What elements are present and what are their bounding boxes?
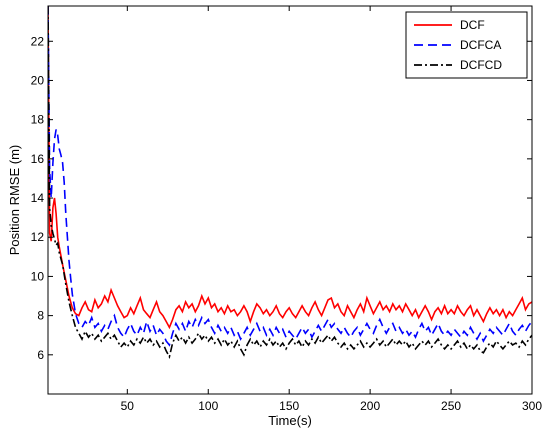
y-tick-label: 22 [31, 34, 45, 48]
y-axis-label: Position RMSE (m) [7, 145, 22, 256]
y-tick-label: 18 [31, 113, 45, 127]
plot-frame [47, 5, 533, 395]
x-tick-label: 150 [279, 399, 299, 413]
legend-label-dcfcd: DCFCD [460, 58, 502, 72]
series-line-dcfca [48, 6, 532, 347]
y-tick-label: 8 [37, 309, 44, 323]
series-layer [48, 6, 532, 360]
ticks-layer: 50 100 150 200 250 300 6 8 10 12 14 16 18 20 22 [31, 6, 542, 413]
series-line-dcfcd [48, 6, 532, 360]
legend-label-dcf: DCF [460, 18, 485, 32]
y-tick-label: 16 [31, 152, 45, 166]
x-axis-label: Time(s) [268, 413, 312, 428]
y-tick-label: 20 [31, 73, 45, 87]
x-tick-label: 50 [121, 399, 135, 413]
y-tick-label: 14 [31, 191, 45, 205]
legend: DCF DCFCA DCFCD [405, 11, 528, 79]
x-tick-label: 200 [360, 399, 380, 413]
series-line-dcf [48, 6, 532, 330]
legend-box [405, 11, 528, 79]
x-tick-label: 250 [441, 399, 461, 413]
x-tick-label: 300 [522, 399, 542, 413]
x-tick-label: 100 [198, 399, 218, 413]
y-tick-label: 10 [31, 269, 45, 283]
y-tick-label: 12 [31, 230, 45, 244]
y-tick-label: 6 [37, 348, 44, 362]
legend-label-dcfca: DCFCA [460, 38, 501, 52]
